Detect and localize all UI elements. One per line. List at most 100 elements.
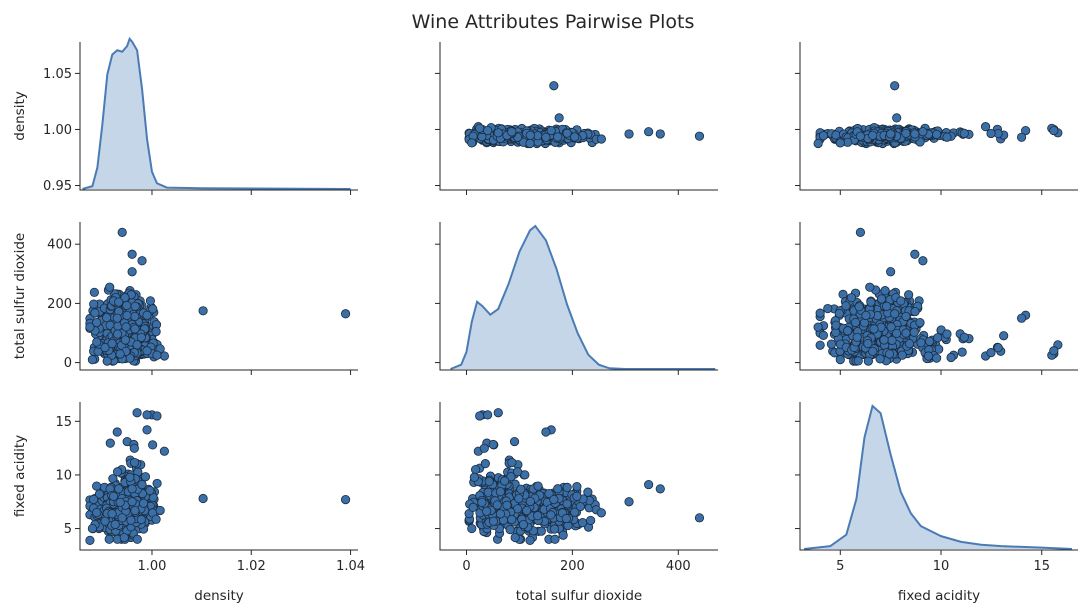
scatter-point [152, 411, 162, 421]
panel-fixed-acidity-vs-fixed-acidity: 5 10 15 fixed acidity [795, 402, 1078, 604]
scatter-point [115, 497, 125, 507]
scatter-point [132, 408, 142, 418]
scatter-point [986, 128, 996, 139]
scatter-point [105, 438, 115, 448]
x-tick-label: 10 [933, 559, 950, 574]
y-tick-label: 400 [47, 238, 72, 253]
scatter-point [90, 308, 100, 318]
scatter-point [505, 524, 515, 535]
scatter-point [129, 443, 139, 453]
scatter-point [85, 535, 95, 545]
scatter-point [957, 347, 967, 357]
scatter-point [910, 249, 920, 259]
scatter-point [553, 132, 563, 142]
scatter-point [897, 350, 907, 360]
scatter-point [470, 464, 481, 475]
y-tick-label: 15 [55, 415, 72, 430]
scatter-point [340, 494, 351, 505]
scatter-point [993, 343, 1003, 353]
scatter-point [863, 356, 873, 366]
y-tick-label: 200 [47, 297, 72, 312]
scatter-point [507, 127, 517, 137]
scatter-point [507, 457, 517, 468]
scatter-point [879, 335, 889, 345]
scatter-point [117, 513, 127, 523]
scatter-point [901, 128, 911, 138]
scatter-point [884, 349, 895, 359]
scatter-point [477, 497, 487, 507]
scatter-point [89, 494, 99, 505]
scatter-point [570, 507, 580, 517]
scatter-point [866, 297, 876, 307]
scatter-point [136, 332, 146, 342]
y-tick-label: 10 [55, 468, 72, 483]
scatter-point [1049, 346, 1059, 356]
x-tick-label: 200 [560, 559, 585, 574]
scatter-point [835, 138, 845, 148]
scatter-point [469, 472, 479, 482]
scatter-point [846, 293, 857, 303]
scatter-point [959, 128, 969, 138]
scatter-point [813, 322, 823, 332]
scatter-point [852, 332, 862, 342]
scatter-point [102, 356, 112, 366]
scatter-point [572, 481, 582, 492]
scatter-point [100, 516, 110, 526]
scatter-point [624, 497, 634, 507]
scatter-point [507, 514, 517, 525]
scatter-point [896, 296, 906, 306]
kde-fill [804, 406, 1072, 549]
y-axis-label: total sulfur dioxide [12, 233, 28, 359]
scatter-point [933, 333, 943, 343]
scatter-point [882, 301, 892, 311]
scatter-point [125, 472, 135, 482]
scatter-point [499, 476, 510, 486]
scatter-point [130, 301, 140, 311]
scatter-point [859, 318, 870, 328]
scatter-point [92, 337, 102, 347]
scatter-point [127, 497, 137, 507]
scatter-point [130, 505, 140, 516]
scatter-point [132, 340, 142, 350]
scatter-point [198, 493, 208, 504]
scatter-point [516, 484, 526, 494]
scatter-point [541, 427, 551, 437]
scatter-point [155, 505, 165, 516]
scatter-point [117, 227, 127, 237]
scatter-point [522, 505, 532, 516]
scatter-point [493, 128, 503, 138]
scatter-point [886, 267, 896, 277]
scatter-point [886, 129, 896, 139]
panel-total-sulfur-dioxide-vs-fixed-acidity [795, 222, 1078, 375]
scatter-point [514, 493, 524, 504]
scatter-point [512, 467, 523, 477]
panel-fixed-acidity-vs-total-sulfur-dioxide: 0 200 400 total sulfur dioxide [435, 402, 718, 604]
scatter-point [104, 534, 114, 544]
kde-line [82, 36, 351, 190]
scatter-point [863, 339, 873, 349]
panel-fixed-acidity-vs-density: 1.00 1.02 1.04 5 10 15 density fixed acidity [12, 402, 365, 604]
scatter-point [818, 330, 829, 340]
scatter-point [115, 349, 125, 359]
scatter-point [479, 443, 489, 453]
scatter-point [495, 509, 506, 519]
scatter-point [1049, 125, 1059, 136]
scatter-point [644, 479, 654, 490]
scatter-point [1016, 132, 1027, 142]
scatter-point [518, 520, 529, 530]
pairplot-grid: 0.95 1.00 1.05 density 0 200 400 total sulfur d… [12, 36, 1078, 604]
scatter-point [140, 472, 151, 482]
scatter-point [855, 131, 866, 141]
scatter-point [142, 346, 152, 356]
scatter-point [694, 131, 705, 141]
y-tick-label: 0 [64, 356, 72, 371]
scatter-point [558, 530, 568, 540]
x-tick-label: 0 [462, 559, 470, 574]
scatter-point [868, 346, 878, 356]
y-axis-label: fixed acidity [12, 435, 28, 517]
scatter-point [89, 299, 99, 309]
kde-fill [82, 38, 351, 189]
scatter-point [137, 479, 147, 490]
scatter-point [541, 132, 551, 142]
scatter-point [834, 308, 844, 318]
